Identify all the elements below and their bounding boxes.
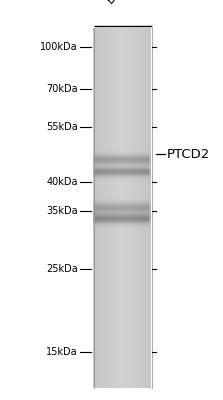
Text: PTCD2: PTCD2 (167, 148, 211, 160)
Text: 25kDa: 25kDa (46, 264, 78, 274)
Text: BT-474: BT-474 (103, 0, 142, 6)
Text: 40kDa: 40kDa (47, 177, 78, 187)
Text: 100kDa: 100kDa (40, 42, 78, 52)
Text: 55kDa: 55kDa (46, 122, 78, 132)
Text: 15kDa: 15kDa (46, 347, 78, 357)
Text: 70kDa: 70kDa (46, 84, 78, 94)
Text: 35kDa: 35kDa (46, 206, 78, 216)
